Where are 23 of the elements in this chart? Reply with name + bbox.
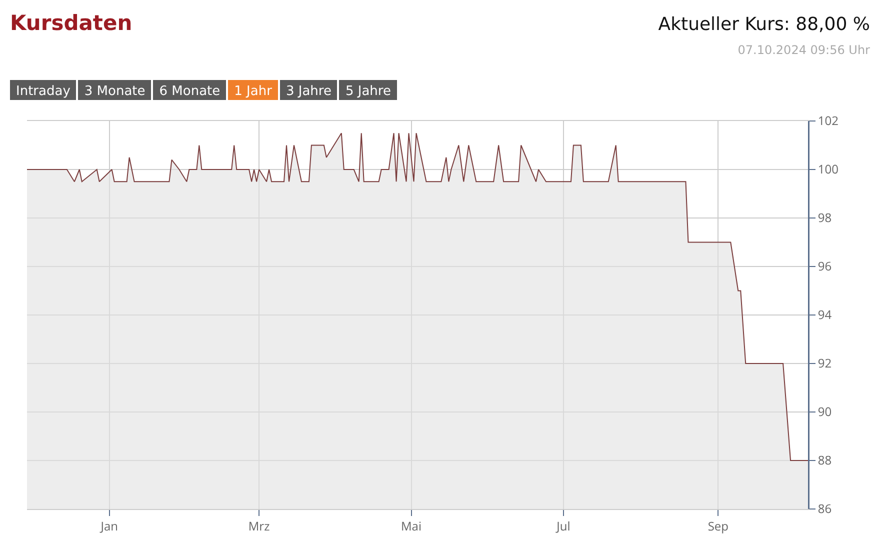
text: Intraday <box>10 80 76 103</box>
y-tick-label: 98 <box>818 209 832 226</box>
y-tick-label: 102 <box>818 112 839 130</box>
chart-title: Kursdaten <box>10 11 132 35</box>
x-tick-label: Jul <box>556 517 570 534</box>
y-tick-label: 92 <box>818 354 832 372</box>
x-tick-label: Mai <box>401 517 422 534</box>
text: 3 Jahre <box>280 80 338 103</box>
text: Aktueller Kurs: 88,00 % <box>658 14 870 35</box>
y-tick-label: 86 <box>818 500 832 518</box>
text: 07.10.2024 09:56 Uhr <box>738 43 870 57</box>
text: 1 Jahr <box>228 80 278 103</box>
text: 5 Jahre <box>339 80 397 103</box>
y-tick-label: 88 <box>818 452 832 469</box>
y-tick-label: 90 <box>818 403 832 420</box>
y-tick-label: 94 <box>818 306 832 324</box>
x-tick-label: Sep <box>708 517 729 534</box>
x-tick-label: Mrz <box>248 517 270 534</box>
text: 3 Monate <box>78 80 152 103</box>
x-tick-label: Jan <box>100 517 118 534</box>
text: 6 Monate <box>153 80 226 103</box>
y-tick-label: 96 <box>818 258 832 275</box>
y-tick-label: 100 <box>818 160 839 178</box>
